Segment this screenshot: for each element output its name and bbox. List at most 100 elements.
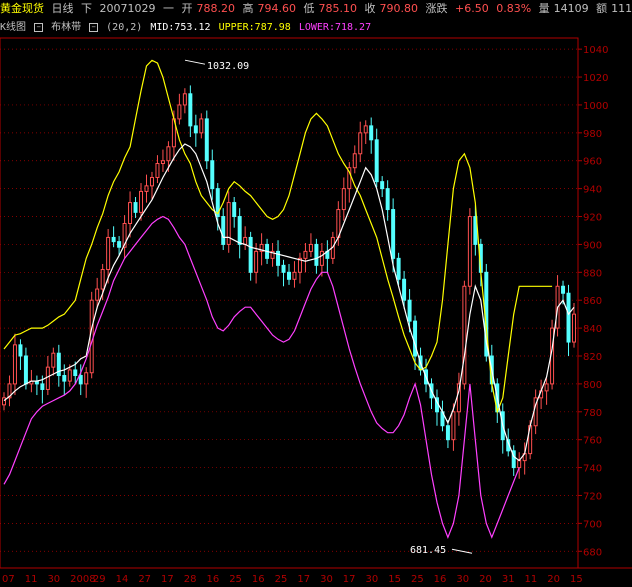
y-tick-label: 700 — [583, 519, 602, 530]
y-tick-label: 940 — [583, 185, 602, 196]
y-tick-label: 960 — [583, 157, 602, 168]
x-tick-label: 17 — [161, 574, 174, 585]
low-label: 低 — [303, 2, 315, 15]
open-value: 788.20 — [196, 2, 236, 15]
y-tick-label: 800 — [583, 380, 602, 391]
volume-label: 量 — [538, 2, 550, 15]
high-value: 794.60 — [257, 2, 297, 15]
x-tick-label: 20 — [547, 574, 560, 585]
y-tick-label: 740 — [583, 464, 602, 475]
candle-body — [402, 278, 407, 301]
candle-body — [259, 243, 264, 252]
x-tick-label: 25 — [229, 574, 242, 585]
x-tick-label: 2008 — [70, 574, 95, 585]
candle-body — [517, 460, 522, 469]
candle-body — [281, 264, 286, 273]
candle-body — [314, 243, 319, 266]
x-tick-label: 28 — [184, 574, 197, 585]
candle-body — [166, 146, 171, 162]
candle-body — [413, 320, 418, 357]
candle-body — [347, 167, 352, 190]
direction-label[interactable]: 下 — [81, 2, 92, 15]
min-marker-line — [451, 548, 473, 554]
x-tick-label: 11 — [525, 574, 538, 585]
candle-body — [2, 397, 6, 406]
y-tick-label: 680 — [583, 547, 602, 558]
amount-label: 额 — [596, 2, 608, 15]
candle-body — [232, 202, 237, 218]
y-tick-label: 760 — [583, 436, 602, 447]
y-tick-label: 780 — [583, 408, 602, 419]
change-label: 涨跌 — [425, 2, 448, 15]
x-tick-label: 30 — [456, 574, 469, 585]
candle-body — [511, 450, 516, 469]
candle-body — [204, 118, 209, 162]
candle-body — [221, 216, 226, 245]
mid-band-line — [3, 143, 575, 462]
candle-body — [133, 202, 138, 213]
candle-body — [215, 188, 220, 218]
candle-body — [352, 153, 357, 169]
candle-body — [84, 372, 89, 385]
candle-body — [287, 271, 291, 280]
candle-body — [45, 366, 50, 390]
candle-body — [149, 176, 154, 187]
candles — [2, 85, 576, 479]
candle-body — [276, 250, 281, 266]
candle-body — [23, 355, 28, 385]
close-label: 收 — [364, 2, 376, 15]
x-tick-label: 27 — [138, 574, 151, 585]
candle-body — [358, 132, 363, 155]
period-label[interactable]: 日线 — [51, 2, 74, 15]
candle-body — [341, 188, 346, 211]
candle-body — [566, 292, 571, 343]
candle-body — [95, 288, 100, 301]
y-tick-label: 920 — [583, 213, 602, 224]
lower-readout: LOWER:718.27 — [298, 22, 372, 33]
collapse-icon[interactable]: − — [34, 22, 44, 32]
x-tick-label: 14 — [116, 574, 129, 585]
candle-body — [62, 375, 67, 382]
change-pct-value: 0.83% — [496, 2, 532, 15]
close-value: 790.80 — [379, 2, 419, 15]
candle-body — [396, 257, 401, 280]
y-tick-label: 840 — [583, 324, 602, 335]
x-tick-label: 07 — [2, 574, 15, 585]
y-tick-label: 1040 — [583, 45, 608, 56]
candle-body — [445, 425, 450, 441]
bollinger-bands — [3, 59, 575, 539]
x-tick-label: 11 — [25, 574, 38, 585]
candle-body — [308, 243, 313, 252]
candle-body — [380, 181, 385, 190]
quote-header: 黄金现货 日线 下 20071029 一 开 788.20 高 794.60 低 78… — [0, 0, 632, 18]
y-tick-label: 980 — [583, 129, 602, 140]
x-tick-label: 25 — [275, 574, 288, 585]
instrument-title[interactable]: 黄金现货 — [0, 2, 44, 15]
candle-body — [193, 125, 198, 134]
candle-body — [462, 285, 467, 385]
candle-body — [363, 125, 368, 134]
mid-readout: MID:753.12 — [150, 22, 211, 33]
candle-body — [144, 185, 149, 192]
candle-body — [67, 369, 72, 382]
main-chart-label[interactable]: K线图 — [0, 22, 27, 33]
candle-body — [155, 163, 160, 178]
plot-frame — [0, 37, 579, 569]
candle-body — [451, 411, 456, 441]
candle-body — [467, 216, 472, 287]
x-tick-label: 30 — [47, 574, 60, 585]
candle-body — [248, 236, 253, 273]
x-tick-label: 30 — [366, 574, 379, 585]
candle-body — [270, 250, 275, 259]
candle-body — [128, 202, 133, 225]
x-tick-label: 31 — [502, 574, 515, 585]
candle-body — [100, 269, 105, 290]
candle-body — [391, 209, 396, 259]
y-tick-label: 860 — [583, 296, 602, 307]
settings-toggle-icon[interactable]: − — [89, 22, 99, 32]
candle-body — [544, 383, 549, 392]
indicator-name[interactable]: 布林带 — [51, 22, 82, 33]
candle-body — [297, 257, 302, 273]
min-price-label: 681.45 — [410, 545, 446, 556]
